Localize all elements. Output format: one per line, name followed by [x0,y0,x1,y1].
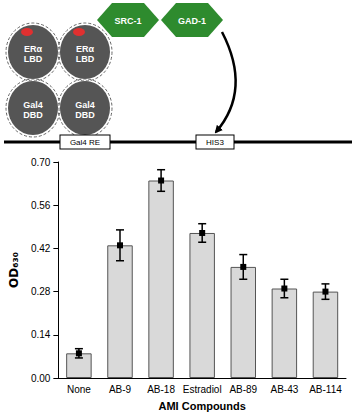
svg-text:0.42: 0.42 [31,243,51,254]
svg-text:ERαLBD: ERαLBD [24,44,43,64]
svg-text:AB-9: AB-9 [109,384,132,395]
svg-text:AB-114: AB-114 [309,384,342,395]
svg-text:None: None [67,384,91,395]
svg-text:SRC-1: SRC-1 [114,16,141,26]
svg-text:0.56: 0.56 [31,200,51,211]
svg-text:AMI Compounds: AMI Compounds [158,400,245,412]
svg-text:OD₆₃₀: OD₆₃₀ [7,252,21,288]
svg-text:GAD-1: GAD-1 [178,16,206,26]
svg-text:0.00: 0.00 [31,373,51,384]
svg-text:Gal4DBD: Gal4DBD [23,100,43,120]
svg-text:Gal4DBD: Gal4DBD [75,100,95,120]
svg-text:AB-89: AB-89 [229,384,257,395]
svg-text:AB-18: AB-18 [147,384,175,395]
svg-text:HIS3: HIS3 [206,138,224,147]
svg-text:0.70: 0.70 [31,157,51,168]
svg-text:0.28: 0.28 [31,286,51,297]
svg-text:0.14: 0.14 [31,329,51,340]
svg-text:ERαLBD: ERαLBD [76,44,95,64]
svg-text:Gal4 RE: Gal4 RE [70,138,100,147]
svg-text:AB-43: AB-43 [270,384,298,395]
svg-text:Estradiol: Estradiol [183,384,222,395]
